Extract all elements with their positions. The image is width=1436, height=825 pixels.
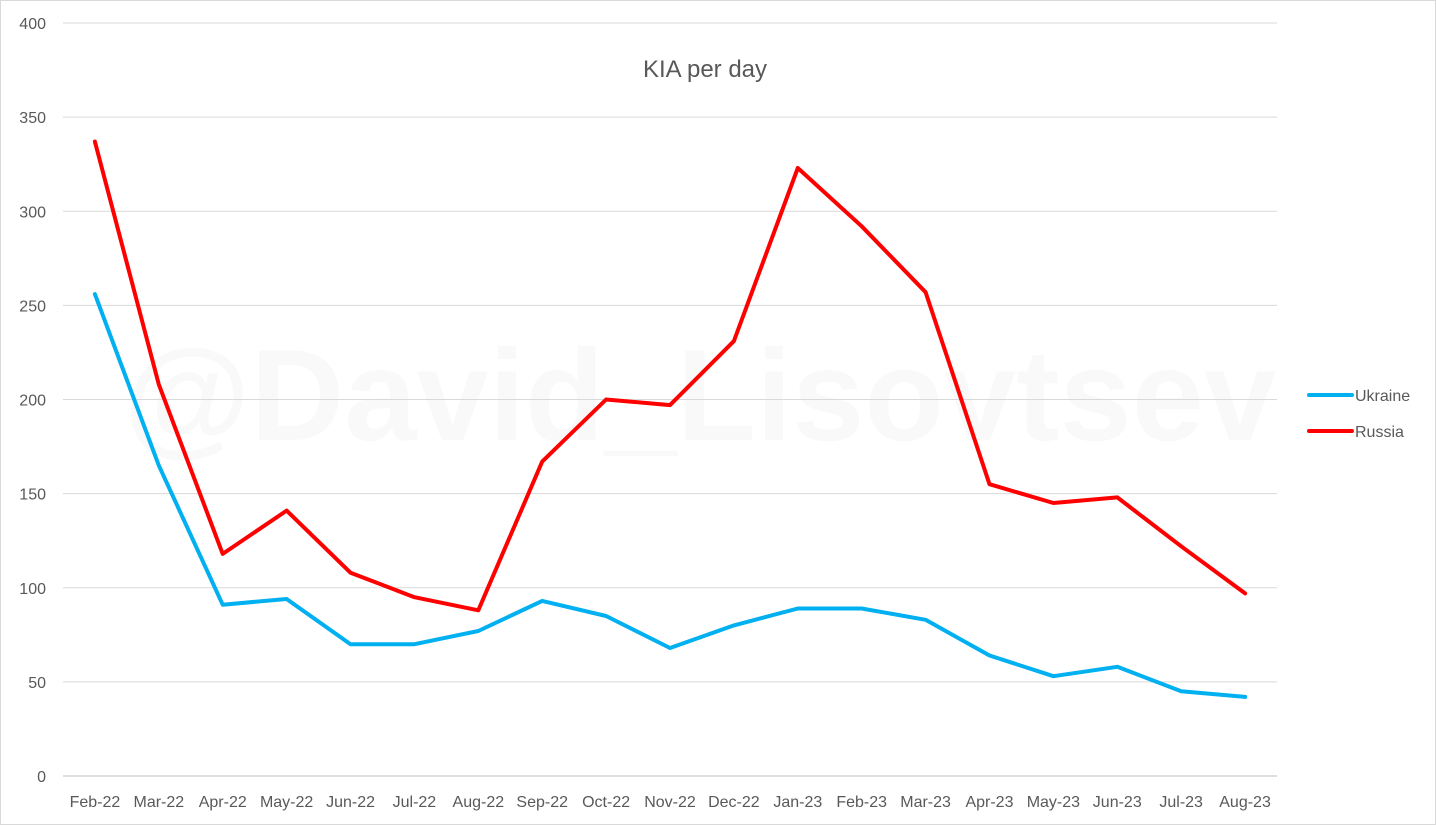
x-tick-label: Oct-22 (582, 794, 630, 811)
x-tick-label: Aug-22 (453, 794, 505, 811)
chart-title: KIA per day (643, 56, 767, 83)
y-tick-label: 300 (19, 204, 46, 221)
x-axis-ticks: Feb-22 Mar-22 Apr-22 May-22 Jun-22 Jul-22 Aug-… (70, 794, 1271, 811)
y-tick-label: 200 (19, 393, 46, 410)
y-tick-label: 100 (19, 581, 46, 598)
x-tick-label: Jun-22 (326, 794, 375, 811)
x-tick-label: Feb-22 (70, 794, 121, 811)
x-tick-label: Jul-23 (1159, 794, 1203, 811)
x-tick-label: Jun-23 (1093, 794, 1142, 811)
y-tick-label: 350 (19, 110, 46, 127)
x-tick-label: May-23 (1027, 794, 1080, 811)
x-tick-label: Mar-22 (133, 794, 184, 811)
gridlines (63, 22, 1277, 777)
x-tick-label: Jul-22 (393, 794, 437, 811)
legend-label-russia: Russia (1355, 424, 1404, 441)
y-tick-label: 250 (19, 298, 46, 315)
y-tick-label: 50 (28, 675, 46, 692)
y-tick-label: 0 (37, 769, 46, 786)
x-tick-label: Jan-23 (773, 794, 822, 811)
series-line-ukraine (92, 292, 1248, 699)
x-tick-label: May-22 (260, 794, 313, 811)
x-tick-label: Sep-22 (516, 794, 568, 811)
series-lines (92, 139, 1248, 699)
watermark: @David_Lisovtsev (124, 322, 1277, 468)
legend-label-ukraine: Ukraine (1355, 388, 1410, 405)
y-tick-label: 150 (19, 487, 46, 504)
x-tick-label: Apr-23 (965, 794, 1013, 811)
x-tick-label: Apr-22 (199, 794, 247, 811)
x-tick-label: Nov-22 (644, 794, 696, 811)
series-line-russia (92, 139, 1248, 613)
legend: Ukraine Russia (1307, 388, 1410, 441)
x-tick-label: Feb-23 (836, 794, 887, 811)
y-axis-ticks: 0 50 100 150 200 250 300 350 400 (19, 16, 46, 786)
y-tick-label: 400 (19, 16, 46, 33)
x-tick-label: Aug-23 (1219, 794, 1271, 811)
x-tick-label: Dec-22 (708, 794, 760, 811)
x-tick-label: Mar-23 (900, 794, 951, 811)
